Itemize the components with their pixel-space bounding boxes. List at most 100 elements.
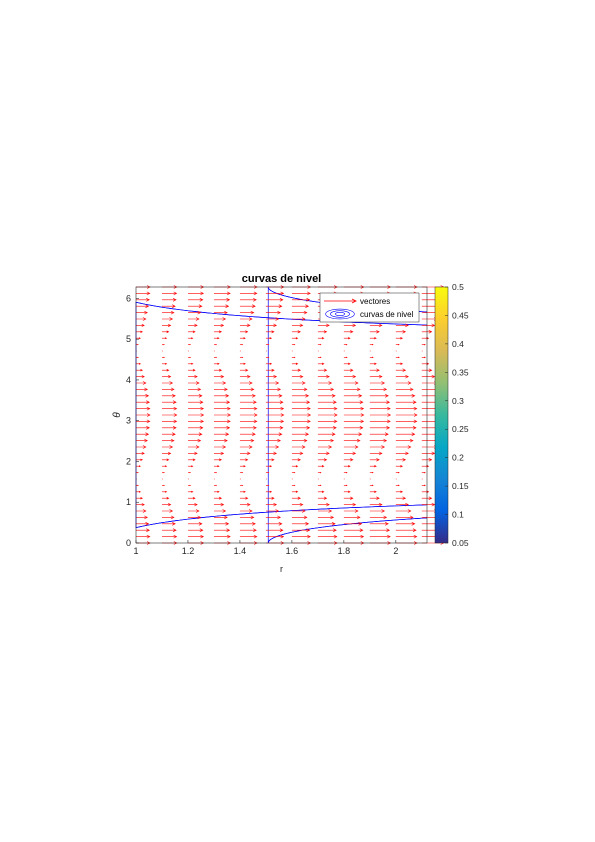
vector-arrow [187, 438, 202, 443]
legend-swatch-contour [325, 308, 355, 320]
vector-arrow [291, 387, 308, 392]
vector-arrow [213, 534, 231, 539]
y-tick-label: 0 [126, 538, 131, 548]
vector-arrow [343, 445, 359, 449]
vector-arrow [213, 471, 218, 474]
vector-arrow [213, 490, 220, 493]
vector-arrow [291, 471, 296, 474]
vector-arrow [395, 458, 407, 462]
vector-arrow [343, 381, 359, 385]
vector-arrow [343, 387, 361, 392]
vector-arrow [291, 368, 302, 372]
vector-arrow [395, 528, 417, 532]
vector-arrow [213, 400, 231, 404]
vector-arrow [161, 451, 172, 455]
vector-arrow [265, 419, 285, 424]
vector-arrow [395, 406, 418, 411]
vector-arrow [161, 356, 166, 359]
vector-arrow [161, 368, 170, 372]
vector-arrow [136, 490, 142, 493]
vector-arrow [395, 445, 412, 449]
vector-arrow [343, 343, 348, 346]
legend-label-curvas: curvas de nivel [360, 310, 414, 319]
vector-arrow [187, 465, 194, 468]
legend-label-vectores: vectores [360, 297, 390, 306]
vector-arrow [291, 509, 306, 513]
vector-arrow [161, 304, 176, 308]
vector-arrow [291, 502, 304, 507]
vector-arrow [136, 330, 143, 334]
vector-arrow [187, 451, 198, 456]
vector-arrow [369, 522, 389, 526]
vector-arrow [161, 503, 172, 507]
vector-arrow [291, 400, 311, 404]
vector-arrow [161, 362, 168, 365]
vector-arrow [395, 362, 404, 366]
vector-arrow [187, 484, 192, 487]
vector-arrow [395, 343, 400, 346]
vector-arrow [369, 438, 388, 443]
vector-arrow [265, 438, 282, 443]
vector-arrow [291, 419, 311, 424]
vector-arrow [395, 471, 400, 474]
vector-arrow [369, 336, 377, 340]
vector-arrow [239, 356, 244, 359]
vector-arrow [136, 465, 141, 468]
vector-arrow [239, 451, 251, 456]
vector-arrow [265, 451, 278, 456]
vector-arrow [369, 406, 391, 411]
vector-arrow [291, 490, 299, 493]
vector-arrow [136, 291, 151, 296]
vector-arrow [265, 522, 283, 526]
vector-arrow [291, 394, 310, 398]
vector-arrow [369, 374, 383, 379]
vector-arrow [136, 375, 145, 379]
vector-arrow [317, 337, 325, 340]
vector-arrow [369, 387, 388, 392]
vector-arrow [421, 343, 426, 346]
vector-arrow [369, 502, 383, 507]
vector-arrow [395, 374, 410, 379]
vector-arrow [343, 337, 351, 340]
vector-arrow [317, 419, 338, 424]
vector-arrow [187, 374, 198, 379]
vector-arrow [395, 330, 407, 334]
vector-arrow [343, 522, 363, 526]
vector-arrow [239, 400, 257, 404]
vector-arrow [187, 413, 205, 417]
vector-arrow [136, 304, 150, 308]
vector-arrow [213, 368, 223, 372]
vector-arrow [317, 406, 338, 411]
vector-arrow [291, 496, 301, 500]
vector-arrow [136, 509, 147, 513]
vector-arrow [161, 484, 165, 487]
vector-arrow [136, 503, 145, 507]
vector-arrow [395, 534, 418, 539]
vector-arrow [136, 323, 145, 327]
vector-arrow [265, 471, 270, 474]
vector-arrow [265, 502, 278, 507]
vector-arrow [369, 490, 377, 494]
vector-arrow [161, 465, 168, 468]
vector-arrow [161, 413, 178, 417]
vector-arrow [187, 343, 192, 346]
vector-arrow [317, 496, 328, 500]
colorbar-tick-label: 0.35 [452, 367, 469, 377]
vector-arrow [317, 374, 330, 379]
vector-arrow [369, 451, 383, 456]
vector-arrow [265, 445, 280, 449]
vector-arrow [265, 534, 285, 539]
vector-arrow [187, 502, 198, 507]
vector-arrow [317, 502, 330, 507]
vector-arrow [161, 471, 165, 474]
vector-arrow [136, 445, 147, 449]
vector-arrow [239, 394, 256, 398]
x-axis-label: r [280, 564, 283, 574]
colorbar-tick-label: 0.4 [452, 339, 464, 349]
vector-arrow [161, 522, 176, 526]
vector-arrow [265, 490, 273, 493]
vector-arrow [136, 472, 139, 474]
vector-arrow [343, 330, 354, 334]
x-tick-label: 2 [393, 546, 398, 556]
